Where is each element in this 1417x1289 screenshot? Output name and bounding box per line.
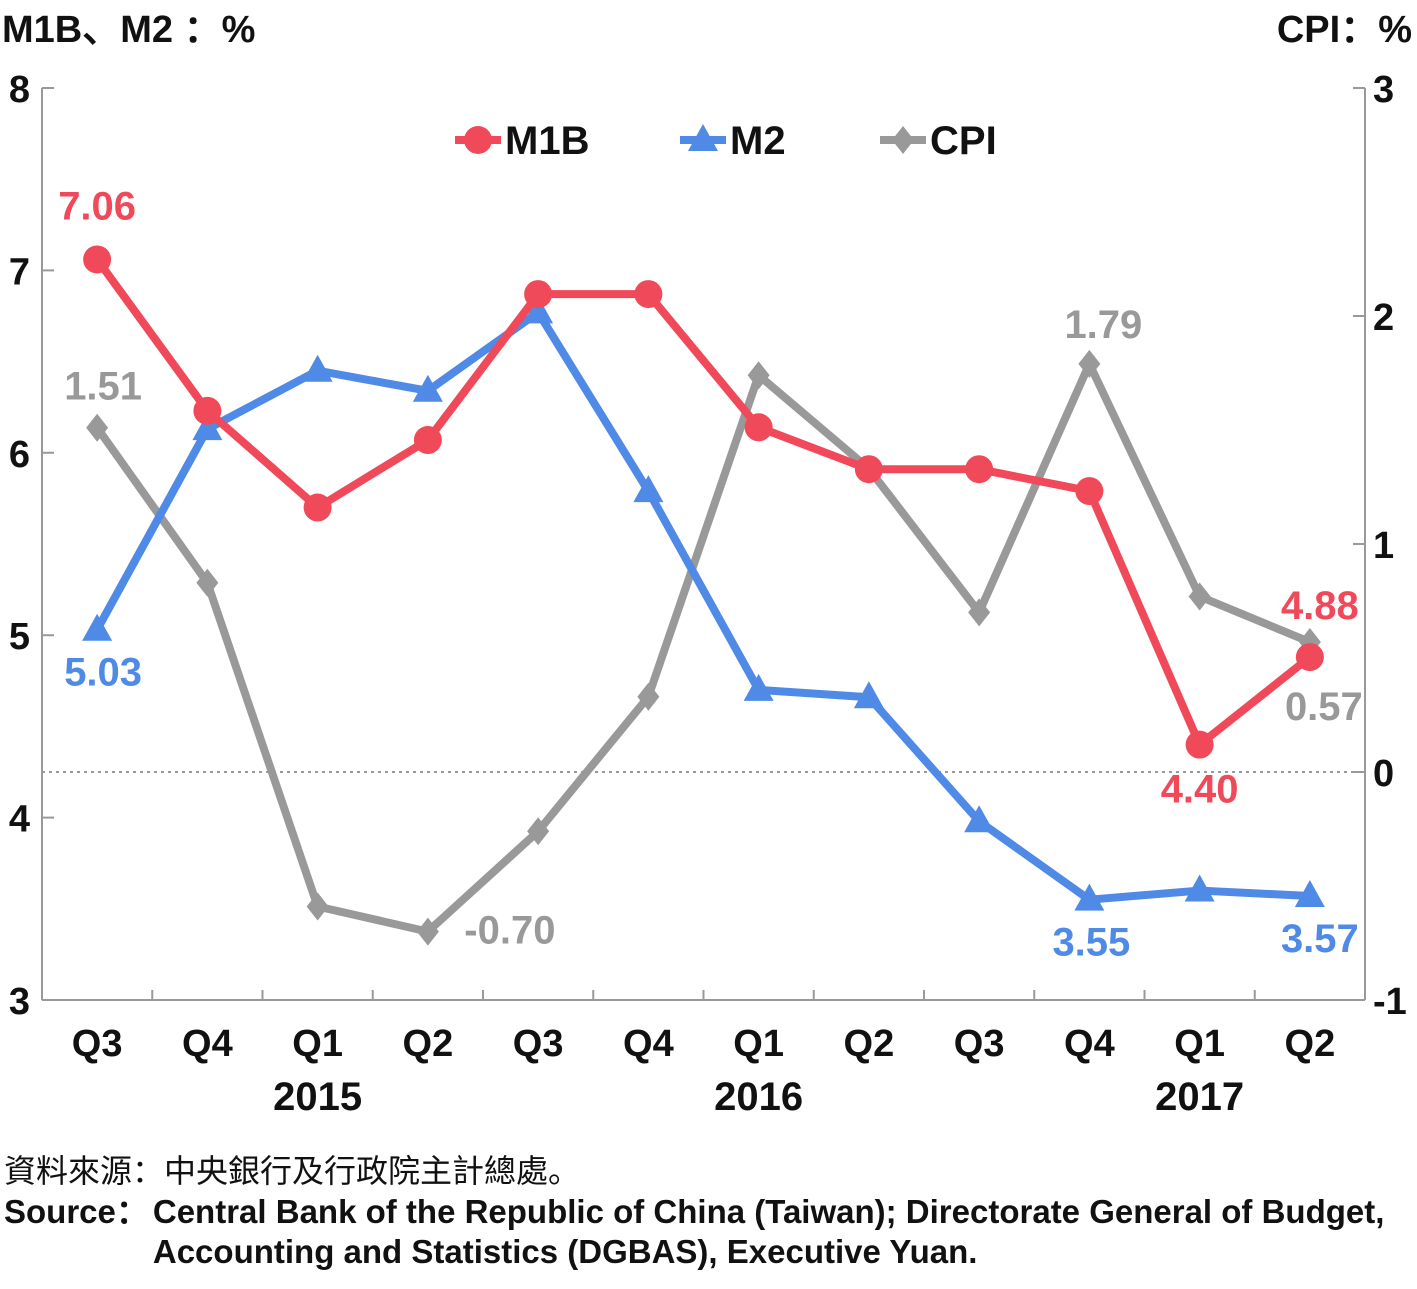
series-m2 <box>82 296 1325 911</box>
data-point-cpi <box>306 892 329 921</box>
x-tick-label: Q1 <box>292 1023 343 1065</box>
data-point-m1b <box>524 280 553 309</box>
data-point-m2 <box>1184 874 1215 902</box>
data-point-m2 <box>964 805 995 833</box>
x-tick-label: Q3 <box>954 1023 1005 1065</box>
series-line-cpi <box>93 359 1312 936</box>
data-label-m1b: 4.40 <box>1161 768 1239 812</box>
data-point-m1b <box>854 455 883 484</box>
data-point-m2 <box>743 673 774 701</box>
source-chinese: 資料來源：中央銀行及行政院主計總處。 <box>4 1152 581 1190</box>
data-point-m1b <box>965 455 994 484</box>
data-point-m1b <box>1295 643 1324 672</box>
x-tick-label: Q4 <box>1064 1023 1115 1065</box>
source-english: Source： Central Bank of the Republic of … <box>4 1192 1417 1272</box>
right-tick-label: 2 <box>1373 297 1394 339</box>
data-label-m2: 3.55 <box>1052 921 1130 965</box>
data-label-cpi: 1.51 <box>64 365 142 409</box>
data-point-cpi <box>747 361 770 390</box>
year-label: 2015 <box>273 1075 362 1119</box>
left-axis-title: M1B、M2 ：% <box>2 9 255 51</box>
data-label-m1b: 4.88 <box>1281 584 1359 628</box>
left-tick-label: 8 <box>9 69 30 111</box>
legend-label: CPI <box>930 119 997 163</box>
legend-label: M1B <box>505 119 589 163</box>
source-note: 資料來源：中央銀行及行政院主計總處。 Source： Central Bank … <box>4 1150 1417 1272</box>
data-point-m2 <box>302 354 333 382</box>
data-point-m1b <box>303 493 332 522</box>
data-point-m2 <box>1294 880 1325 908</box>
source-text: Central Bank of the Republic of China (T… <box>152 1193 1385 1270</box>
x-tick-label: Q1 <box>1174 1023 1225 1065</box>
data-point-cpi <box>86 413 109 442</box>
x-tick-label: Q2 <box>403 1023 454 1065</box>
data-point-m1b <box>83 245 112 274</box>
x-tick-label: Q3 <box>72 1023 123 1065</box>
legend-marker <box>688 124 718 151</box>
source-label: Source： <box>4 1193 149 1230</box>
data-point-cpi <box>968 598 991 627</box>
data-point-m1b <box>413 426 442 455</box>
axes: 3 4 5 6 7 8 -1 0 1 2 3 Q3 Q4 Q1 Q2 Q3 Q4 Q1 Q2 Q3 Q4 Q1 Q2 2015… <box>9 69 1407 1119</box>
left-tick-label: 7 <box>9 251 30 293</box>
left-tick-label: 4 <box>9 799 30 841</box>
year-label: 2016 <box>714 1075 803 1119</box>
right-tick-label: -1 <box>1373 981 1407 1023</box>
data-point-m2 <box>192 413 223 441</box>
x-tick-label: Q1 <box>733 1023 784 1065</box>
line-chart: M1B、M2 ：% CPI：% 3 4 5 6 7 8 -1 0 1 2 3 Q3 Q4 Q1 Q2 Q3 Q4… <box>2 9 1412 1119</box>
legend-marker <box>464 126 492 154</box>
series-lines <box>82 245 1325 946</box>
data-point-m1b <box>744 413 773 442</box>
data-point-m2 <box>523 296 554 324</box>
legend-label: M2 <box>730 119 786 163</box>
data-point-m2 <box>412 374 443 402</box>
data-point-cpi <box>1188 582 1211 611</box>
left-tick-label: 5 <box>9 616 30 658</box>
data-point-m1b <box>193 396 222 425</box>
data-point-m2 <box>1074 883 1105 911</box>
legend-marker <box>892 126 914 154</box>
year-label: 2017 <box>1155 1075 1244 1119</box>
data-point-m2 <box>853 681 884 709</box>
series-cpi <box>86 349 1321 946</box>
data-labels: 7.06 4.40 4.88 5.03 3.55 3.57 1.51 -0.70 1.79 0.5… <box>58 184 1363 964</box>
legend-item-m2: M2 <box>680 119 786 163</box>
series-line-m1b <box>93 257 1313 749</box>
x-tick-label: Q4 <box>182 1023 233 1065</box>
right-axis-title: CPI：% <box>1277 9 1412 51</box>
data-point-m2 <box>633 475 664 503</box>
x-tick-label: Q4 <box>623 1023 674 1065</box>
data-point-m1b <box>634 280 663 309</box>
data-point-cpi <box>1078 349 1101 378</box>
data-label-m2: 5.03 <box>64 651 142 695</box>
right-tick-label: 3 <box>1373 69 1394 111</box>
series-m1b <box>83 245 1324 759</box>
left-tick-label: 6 <box>9 434 30 476</box>
data-label-m2: 3.57 <box>1281 917 1359 961</box>
legend-item-m1b: M1B <box>455 119 589 163</box>
right-tick-label: 0 <box>1373 753 1394 795</box>
data-label-cpi: 0.57 <box>1285 685 1363 729</box>
x-tick-label: Q3 <box>513 1023 564 1065</box>
legend: M1B M2 CPI <box>455 119 997 163</box>
right-tick-label: 1 <box>1373 525 1394 567</box>
data-label-m1b: 7.06 <box>58 184 136 228</box>
series-line-m2 <box>93 308 1311 904</box>
data-point-m1b <box>1075 477 1104 506</box>
legend-item-cpi: CPI <box>880 119 997 163</box>
data-point-cpi <box>527 817 550 846</box>
data-point-m2 <box>82 613 113 641</box>
data-label-cpi: 1.79 <box>1064 303 1142 347</box>
data-point-cpi <box>637 682 660 711</box>
x-tick-label: Q2 <box>1285 1023 1336 1065</box>
data-label-cpi: -0.70 <box>464 909 555 953</box>
x-tick-label: Q2 <box>844 1023 895 1065</box>
left-tick-label: 3 <box>9 981 30 1023</box>
data-point-cpi <box>416 917 439 946</box>
data-point-m1b <box>1185 730 1214 759</box>
data-point-cpi <box>196 568 219 597</box>
